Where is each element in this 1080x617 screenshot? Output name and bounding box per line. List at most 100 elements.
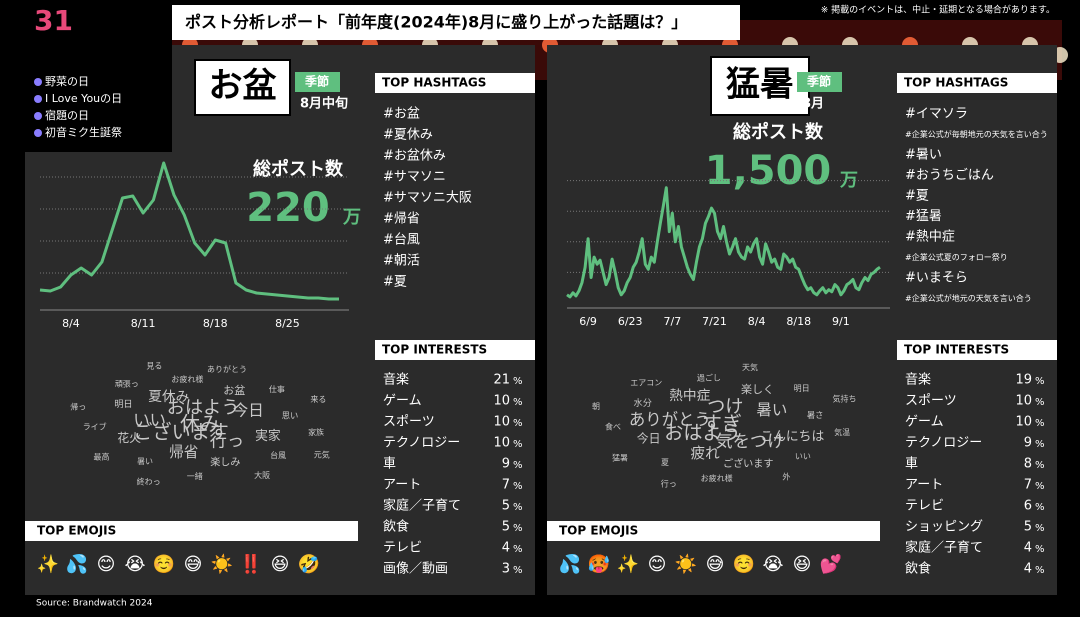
interest-name: 飲食 <box>905 561 931 577</box>
cloud-word: 暑い <box>756 401 787 419</box>
emoji: 💦 <box>66 552 88 575</box>
tag: 季節 <box>806 74 831 89</box>
percent: % <box>513 502 523 513</box>
interest-name: ゲーム <box>383 394 422 409</box>
interest-value: 10 <box>493 394 510 409</box>
emojis-heading: TOP EMOJIS <box>37 524 116 538</box>
interest-name: 画像／動画 <box>383 562 448 577</box>
percent: % <box>1035 439 1045 450</box>
percent: % <box>1035 418 1045 429</box>
x-tick-label: 8/18 <box>786 315 811 328</box>
day-item: I Love Youの日 <box>45 92 122 105</box>
interest-value: 4 <box>1024 541 1032 556</box>
interest-name: 音楽 <box>905 372 931 388</box>
hashtag: #企業公式が地元の天気を言い合う <box>905 293 1032 303</box>
cloud-word: 仕事 <box>269 384 285 394</box>
x-tick-label: 6/23 <box>618 315 643 328</box>
interest-value: 7 <box>1024 478 1032 493</box>
cloud-word: 楽しみ <box>210 456 240 469</box>
topic: 猛暑 <box>726 65 794 105</box>
cloud-word: お疲れ様 <box>701 473 733 483</box>
emoji: ☺️ <box>733 554 755 575</box>
cloud-word: 過ごし <box>697 372 721 382</box>
percent: % <box>1035 544 1045 555</box>
cloud-word: 思い <box>282 410 299 420</box>
cloud-word: 行っ <box>210 431 245 451</box>
x-tick-label: 6/9 <box>579 315 597 328</box>
cloud-word: 見る <box>146 361 162 370</box>
interest-name: 飲食 <box>383 519 409 535</box>
interest-value: 5 <box>502 520 510 535</box>
emoji: ✨ <box>617 554 639 575</box>
emojis-bar <box>547 521 880 541</box>
tag-bg <box>797 72 842 92</box>
cloud-word: 明日 <box>114 399 132 410</box>
cloud-word: 元気 <box>314 449 330 459</box>
interest-name: テレビ <box>905 499 944 514</box>
interest-value: 10 <box>493 436 510 451</box>
interest-value: 5 <box>502 499 510 514</box>
hashtags-heading: TOP HASHTAGS <box>904 76 1008 90</box>
cloud-word: 暑さ <box>807 410 824 420</box>
interest-name: 音楽 <box>383 372 409 388</box>
cloud-word: 終わっ <box>137 476 161 486</box>
interest-name: ゲーム <box>905 415 944 430</box>
cloud-word: ございます <box>723 457 773 470</box>
hashtag: #企業公式夏のフォロー祭り <box>905 252 1008 262</box>
hashtag: #おうちごはん <box>905 167 994 183</box>
topic-badge <box>194 59 291 116</box>
cloud-word: いい <box>133 410 166 429</box>
x-tick-label: 7/21 <box>702 315 727 328</box>
percent: % <box>513 376 523 387</box>
emojis-bar <box>25 521 358 541</box>
percent: % <box>1035 397 1045 408</box>
x-tick-label: 8/18 <box>203 317 228 330</box>
cloud-word: お疲れ様 <box>171 374 203 384</box>
interest-name: テレビ <box>383 541 422 556</box>
day-item: 野菜の日 <box>45 75 89 88</box>
percent: % <box>513 523 523 534</box>
hashtag: #夏 <box>383 275 407 290</box>
x-tick-label: 8/25 <box>275 317 300 330</box>
hashtags-bar <box>375 73 535 93</box>
interests-bar <box>897 340 1057 360</box>
cloud-word: 帰っ <box>70 401 86 411</box>
cloud-word: 来る <box>310 395 326 404</box>
percent: % <box>1035 376 1045 387</box>
interest-name: 家庭／子育て <box>383 498 461 514</box>
hashtag: #夏 <box>905 189 929 204</box>
cloud-word: 今日 <box>233 401 264 419</box>
source: Source: Brandwatch 2024 <box>36 599 153 609</box>
percent: % <box>513 544 523 555</box>
emoji: ‼️ <box>240 553 262 575</box>
hashtag: #暑い <box>905 148 942 163</box>
cloud-word: 気をつけ <box>715 432 784 452</box>
cloud-word: 行っ <box>661 478 677 488</box>
total: 1,500 <box>705 148 832 194</box>
interest-value: 10 <box>1015 394 1032 409</box>
cloud-word: 朝 <box>592 402 600 411</box>
total-unit: 万 <box>342 207 361 228</box>
cloud-word: 天気 <box>742 362 758 372</box>
cloud-word: ライブ <box>83 421 107 431</box>
cloud-word: 一緒 <box>187 471 203 481</box>
interest-name: テクノロジー <box>905 436 982 451</box>
percent: % <box>1035 523 1045 534</box>
emoji: 🥵 <box>588 554 610 575</box>
x-tick-label: 7/7 <box>663 315 681 328</box>
hashtag: #サマソニ大阪 <box>383 191 472 206</box>
hashtag: #台風 <box>383 233 420 248</box>
emoji: 🤣 <box>297 553 320 576</box>
cloud-word: 台風 <box>270 450 286 460</box>
cloud-word: すぎ <box>702 412 742 436</box>
interest-name: ショッピング <box>905 520 983 535</box>
cloud-word: いい <box>795 452 811 461</box>
cloud-word: 水分 <box>634 397 652 409</box>
period: 8月 <box>802 97 824 112</box>
cloud-word: 家族 <box>308 427 324 437</box>
x-tick-label: 8/4 <box>62 317 80 330</box>
line <box>39 161 339 301</box>
emoji: ☀️ <box>675 553 697 575</box>
x-tick-label: 9/1 <box>832 315 850 328</box>
hashtag: #いまそら <box>905 271 968 286</box>
